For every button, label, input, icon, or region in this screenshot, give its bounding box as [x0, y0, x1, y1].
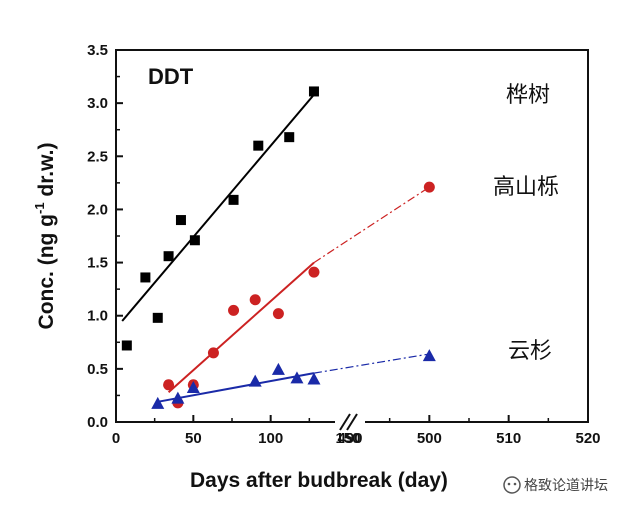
- x-tick-label: 100: [258, 430, 283, 447]
- fit-line-series-1: [167, 261, 315, 393]
- data-point-series-2: [271, 362, 285, 375]
- data-point-series-2: [422, 349, 436, 362]
- x-tick-label: 520: [575, 430, 600, 447]
- data-point-series-0: [284, 132, 295, 143]
- data-point-series-1: [249, 294, 261, 306]
- data-point-series-2: [151, 396, 165, 409]
- data-point-series-0: [253, 140, 264, 151]
- y-tick-label: 0.5: [87, 361, 108, 378]
- data-point-series-0: [308, 86, 319, 97]
- y-axis-title: Conc. (ng g-1 dr.w.): [32, 143, 58, 330]
- data-point-series-0: [163, 251, 174, 262]
- data-point-series-2: [248, 374, 262, 387]
- x-tick-label: 500: [417, 430, 442, 447]
- series-label-oak: 高山栎: [493, 175, 559, 200]
- data-point-series-1: [163, 379, 175, 391]
- fit-lines: [121, 93, 430, 403]
- y-tick-label: 1.0: [87, 308, 108, 325]
- x-tick-label: 150: [335, 430, 360, 447]
- wechat-icon: [503, 476, 521, 494]
- data-point-series-1: [272, 308, 284, 320]
- y-tick-label: 0.0: [87, 414, 108, 431]
- y-tick-label: 2.0: [87, 201, 108, 218]
- series-label-spruce: 云杉: [508, 339, 552, 364]
- x-tick-label: 510: [496, 430, 521, 447]
- panel-title: DDT: [148, 64, 194, 89]
- extension-line-series-2: [313, 353, 430, 374]
- x-axis-title: Days after budbreak (day): [190, 469, 448, 492]
- watermark-text: 格致论道讲坛: [524, 478, 608, 494]
- watermark: 格致论道讲坛: [503, 476, 608, 494]
- data-point-series-2: [307, 372, 321, 385]
- data-point-series-2: [186, 380, 200, 393]
- data-point-series-0: [121, 340, 132, 351]
- fit-line-series-2: [157, 372, 315, 403]
- data-point-series-0: [152, 312, 163, 323]
- axis-break-symbol: [335, 413, 365, 431]
- data-point-series-0: [228, 194, 239, 205]
- y-tick-label: 3.5: [87, 42, 108, 59]
- data-point-series-1: [423, 181, 435, 193]
- x-tick-label: 0: [112, 430, 120, 447]
- data-point-series-1: [207, 347, 219, 359]
- data-point-series-2: [171, 391, 185, 404]
- data-point-series-0: [140, 272, 151, 283]
- wechat-icon-dot-2: [513, 482, 517, 486]
- data-point-series-1: [228, 304, 240, 316]
- wechat-icon-dot: [507, 482, 511, 486]
- fit-line-series-0: [121, 93, 315, 322]
- series-label-birch: 桦树: [506, 83, 550, 108]
- y-tick-label: 2.5: [87, 148, 108, 165]
- data-point-series-0: [175, 215, 186, 226]
- data-point-series-2: [290, 371, 304, 384]
- data-point-series-0: [189, 235, 200, 246]
- x-tick-label: 490: [337, 430, 362, 447]
- data-point-series-1: [308, 266, 320, 278]
- y-tick-label: 1.5: [87, 255, 108, 272]
- data-markers: [121, 86, 436, 409]
- extension-line-series-1: [313, 186, 430, 264]
- x-tick-label: 50: [185, 430, 202, 447]
- y-tick-label: 3.0: [87, 95, 108, 112]
